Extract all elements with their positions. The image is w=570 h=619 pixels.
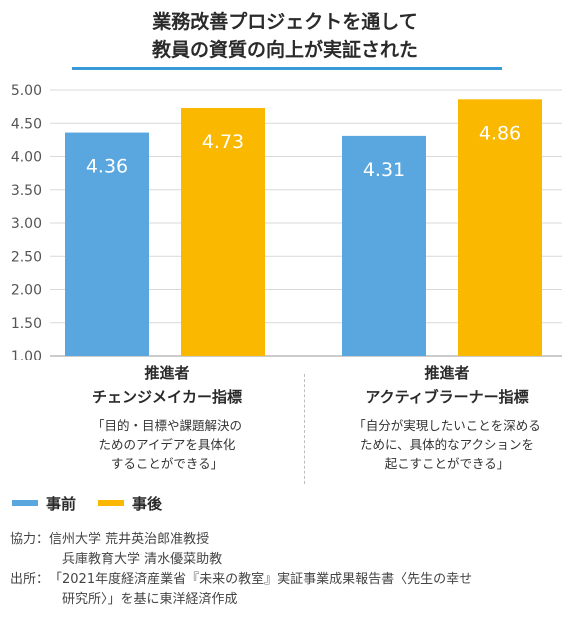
title-line-2: 教員の資質の向上が実証された: [151, 39, 418, 61]
cooperation-1: 信州大学 荒井英治郎准教授: [49, 532, 210, 547]
title-underline: [72, 67, 502, 70]
y-tick-label: 3.50: [11, 183, 42, 199]
group-description: 「目的・目標や課題解決の ためのアイデアを具体化 することができる」: [32, 416, 302, 473]
group-divider: [304, 374, 305, 484]
title-line-1: 業務改善プロジェクトを通して: [152, 11, 418, 33]
data-label: 4.73: [202, 131, 244, 153]
legend: 事前 事後: [12, 490, 184, 516]
y-tick-label: 5.00: [11, 83, 42, 99]
chart-title: 業務改善プロジェクトを通して 教員の資質の向上が実証された: [0, 8, 570, 64]
desc-line: ためのアイデアを具体化: [98, 437, 236, 452]
cooperation-row-2: 兵庫教育大学 清水優菜助教: [10, 550, 565, 570]
desc-line: することができる」: [110, 456, 224, 471]
y-tick-label: 1.50: [11, 316, 42, 332]
bar: [65, 132, 149, 356]
data-label: 4.36: [86, 156, 128, 178]
legend-item-before: 事前: [12, 493, 76, 514]
y-tick-label: 4.00: [11, 150, 42, 166]
group-label-change-maker: 推進者 チェンジメイカー指標 「目的・目標や課題解決の ためのアイデアを具体化 …: [32, 362, 302, 473]
bar: [458, 99, 542, 356]
y-tick-label: 4.50: [11, 116, 42, 132]
legend-item-after: 事後: [98, 493, 162, 514]
bar: [181, 107, 265, 356]
group-name: 推進者: [144, 364, 190, 382]
desc-line: 「目的・目標や課題解決の: [91, 418, 242, 433]
source-row: 出所： 「2021年度経済産業省『未来の教室』実証事業成果報告書〈先生の幸せ: [10, 570, 565, 590]
cooperation-2: 兵庫教育大学 清水優菜助教: [62, 552, 223, 567]
y-tick-label: 1.00: [11, 349, 42, 360]
credits: 協力： 信州大学 荒井英治郎准教授 兵庫教育大学 清水優菜助教 出所： 「202…: [10, 530, 565, 610]
group-label-active-learner: 推進者 アクティブラーナー指標 「自分が実現したいことを深める ために、具体的な…: [312, 362, 570, 473]
data-label: 4.31: [363, 159, 405, 181]
legend-label-before: 事前: [46, 494, 77, 513]
group-index: アクティブラーナー指標: [365, 388, 529, 406]
group-index: チェンジメイカー指標: [91, 388, 242, 406]
legend-swatch-before: [12, 500, 38, 506]
source-key: 出所：: [10, 572, 50, 587]
legend-label-after: 事後: [132, 494, 163, 513]
y-tick-label: 2.50: [11, 249, 42, 265]
data-label: 4.86: [479, 122, 521, 144]
desc-line: ために、具体的なアクションを: [359, 437, 534, 452]
bar-chart: 1.00 1.50 2.00 2.50 3.00 3.50 4.00 4.50 5.00 4.36…: [11, 83, 562, 360]
group-description: 「自分が実現したいことを深める ために、具体的なアクションを 起こすことができる…: [312, 416, 570, 473]
source-1: 「2021年度経済産業省『未来の教室』実証事業成果報告書〈先生の幸せ: [49, 572, 473, 587]
bar: [342, 135, 426, 356]
legend-swatch-after: [98, 500, 125, 506]
source-row-2: 研究所〉」を基に東洋経済作成: [10, 590, 565, 610]
cooperation-row: 協力： 信州大学 荒井英治郎准教授: [10, 530, 565, 550]
desc-line: 起こすことができる」: [384, 456, 510, 471]
desc-line: 「自分が実現したいことを深める: [353, 418, 541, 433]
y-tick-label: 3.00: [11, 216, 42, 232]
cooperation-key: 協力：: [10, 532, 50, 547]
group-name: 推進者: [424, 364, 470, 382]
source-2: 研究所〉」を基に東洋経済作成: [62, 592, 238, 607]
y-tick-label: 2.00: [11, 283, 42, 299]
